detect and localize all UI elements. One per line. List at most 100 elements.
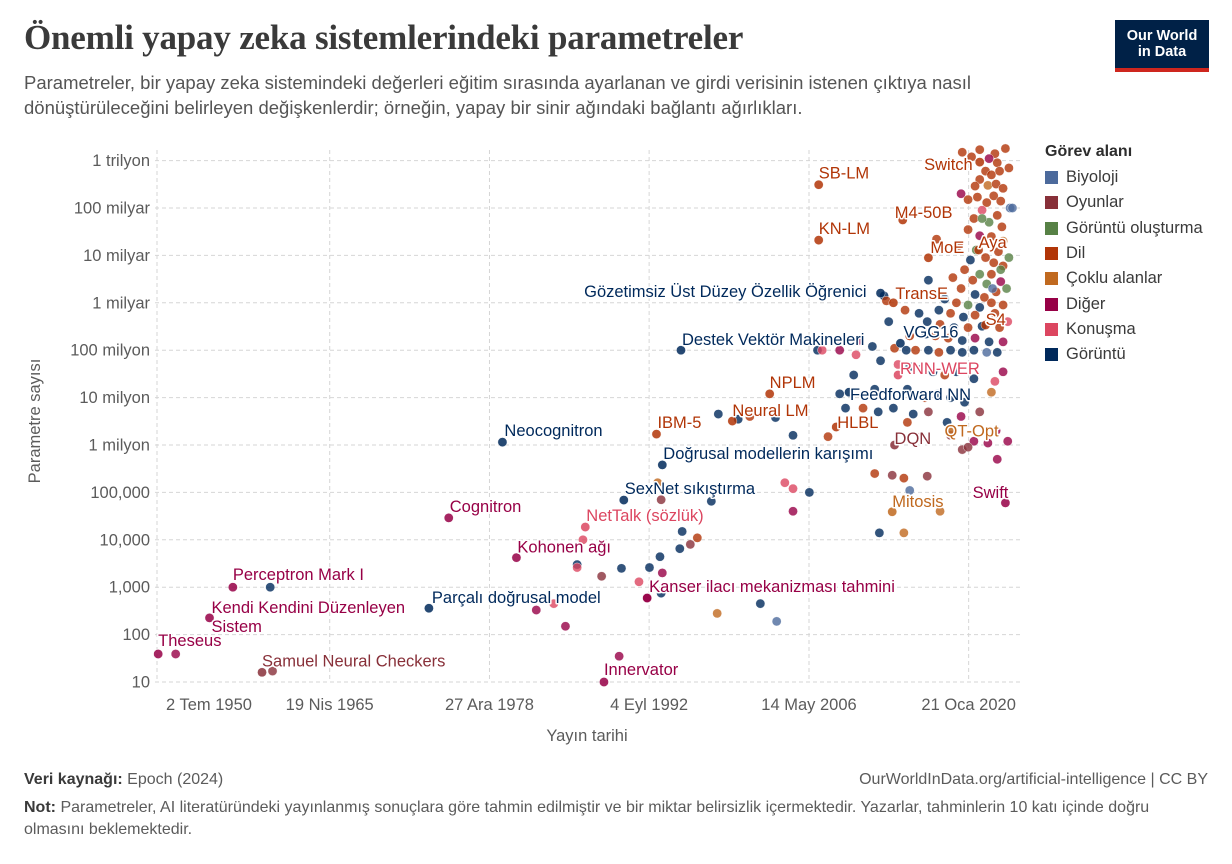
labeled-data-point[interactable] bbox=[727, 416, 738, 426]
data-point[interactable] bbox=[943, 333, 954, 343]
data-point[interactable] bbox=[970, 181, 980, 191]
data-point[interactable] bbox=[948, 272, 958, 283]
data-point[interactable] bbox=[851, 349, 861, 360]
legend-item[interactable]: Konuşma bbox=[1045, 317, 1203, 342]
data-point[interactable] bbox=[788, 483, 798, 494]
data-point[interactable] bbox=[614, 651, 624, 662]
data-point[interactable] bbox=[656, 494, 666, 505]
data-point[interactable] bbox=[923, 345, 934, 356]
data-point[interactable] bbox=[780, 477, 790, 488]
data-point[interactable] bbox=[974, 174, 985, 185]
data-point[interactable] bbox=[706, 496, 717, 507]
data-point[interactable] bbox=[980, 252, 991, 263]
data-point[interactable] bbox=[616, 563, 627, 574]
labeled-data-point[interactable] bbox=[204, 613, 215, 623]
data-point[interactable] bbox=[656, 588, 666, 598]
data-point[interactable] bbox=[853, 335, 864, 346]
data-point[interactable] bbox=[934, 305, 944, 315]
labeled-data-point[interactable] bbox=[889, 440, 900, 450]
data-point[interactable] bbox=[771, 616, 782, 627]
data-point[interactable] bbox=[951, 367, 962, 377]
data-point[interactable] bbox=[998, 300, 1008, 310]
labeled-data-point[interactable] bbox=[580, 522, 591, 532]
data-point[interactable] bbox=[963, 194, 973, 205]
data-point[interactable] bbox=[981, 197, 992, 208]
data-point[interactable] bbox=[983, 438, 993, 448]
data-point[interactable] bbox=[788, 430, 798, 441]
labeled-data-point[interactable] bbox=[895, 338, 906, 349]
data-point[interactable] bbox=[994, 322, 1005, 333]
data-point[interactable] bbox=[990, 376, 1000, 387]
data-point[interactable] bbox=[986, 170, 997, 180]
data-point[interactable] bbox=[970, 289, 980, 300]
data-point[interactable] bbox=[840, 403, 851, 413]
data-point[interactable] bbox=[974, 407, 985, 417]
data-point[interactable] bbox=[934, 347, 944, 358]
data-point[interactable] bbox=[745, 411, 755, 422]
data-point[interactable] bbox=[1002, 436, 1013, 447]
data-point[interactable] bbox=[998, 236, 1008, 246]
data-point[interactable] bbox=[957, 147, 968, 158]
data-point[interactable] bbox=[893, 359, 903, 370]
data-point[interactable] bbox=[904, 361, 915, 372]
data-point[interactable] bbox=[945, 392, 956, 403]
data-point[interactable] bbox=[932, 389, 943, 399]
data-point[interactable] bbox=[921, 329, 931, 339]
data-point[interactable] bbox=[916, 431, 927, 442]
labeled-data-point[interactable] bbox=[973, 245, 984, 255]
data-point[interactable] bbox=[977, 213, 987, 224]
data-point[interactable] bbox=[945, 308, 956, 319]
data-point[interactable] bbox=[1004, 163, 1014, 173]
labeled-data-point[interactable] bbox=[888, 297, 899, 308]
data-point[interactable] bbox=[578, 535, 588, 545]
data-point[interactable] bbox=[899, 528, 909, 538]
labeled-data-point[interactable] bbox=[443, 513, 454, 523]
data-point[interactable] bbox=[904, 331, 915, 341]
data-point[interactable] bbox=[959, 264, 970, 275]
data-point[interactable] bbox=[644, 562, 655, 573]
legend-item[interactable]: Biyoloji bbox=[1045, 165, 1203, 190]
data-point[interactable] bbox=[967, 275, 978, 285]
legend-item[interactable]: Diğer bbox=[1045, 291, 1203, 316]
data-point[interactable] bbox=[804, 487, 815, 498]
data-point[interactable] bbox=[1007, 203, 1018, 213]
data-point[interactable] bbox=[995, 264, 1006, 275]
legend-item[interactable]: Görüntü oluşturma bbox=[1045, 216, 1203, 241]
data-point[interactable] bbox=[951, 297, 962, 308]
legend-item[interactable]: Oyunlar bbox=[1045, 190, 1203, 215]
data-point[interactable] bbox=[992, 347, 1003, 358]
data-point[interactable] bbox=[914, 308, 924, 319]
labeled-data-point[interactable] bbox=[257, 667, 267, 678]
data-point[interactable] bbox=[1001, 283, 1012, 294]
data-point[interactable] bbox=[986, 297, 997, 308]
data-point[interactable] bbox=[902, 417, 913, 428]
data-point[interactable] bbox=[956, 188, 966, 199]
data-point[interactable] bbox=[963, 322, 973, 333]
data-point[interactable] bbox=[817, 345, 827, 356]
data-point[interactable] bbox=[988, 257, 999, 268]
data-point[interactable] bbox=[634, 576, 644, 587]
data-point[interactable] bbox=[874, 528, 885, 538]
data-point[interactable] bbox=[1002, 316, 1013, 327]
data-point[interactable] bbox=[984, 337, 994, 347]
data-point[interactable] bbox=[998, 183, 1008, 194]
labeled-data-point[interactable] bbox=[923, 252, 934, 263]
labeled-data-point[interactable] bbox=[844, 387, 854, 397]
data-point[interactable] bbox=[992, 157, 1003, 168]
data-point[interactable] bbox=[572, 562, 582, 573]
data-point[interactable] bbox=[990, 308, 1000, 319]
owid-logo[interactable]: Our World in Data bbox=[1115, 20, 1209, 72]
data-point[interactable] bbox=[974, 230, 985, 241]
data-point[interactable] bbox=[987, 283, 998, 294]
labeled-data-point[interactable] bbox=[657, 460, 668, 470]
data-point[interactable] bbox=[969, 436, 979, 447]
data-point[interactable] bbox=[596, 571, 607, 582]
data-point[interactable] bbox=[997, 222, 1007, 232]
data-point[interactable] bbox=[969, 373, 979, 384]
data-point[interactable] bbox=[970, 310, 980, 320]
data-point[interactable] bbox=[957, 335, 968, 346]
data-point[interactable] bbox=[939, 294, 950, 304]
data-point[interactable] bbox=[916, 364, 927, 374]
data-point[interactable] bbox=[986, 269, 997, 280]
data-point[interactable] bbox=[712, 608, 722, 619]
